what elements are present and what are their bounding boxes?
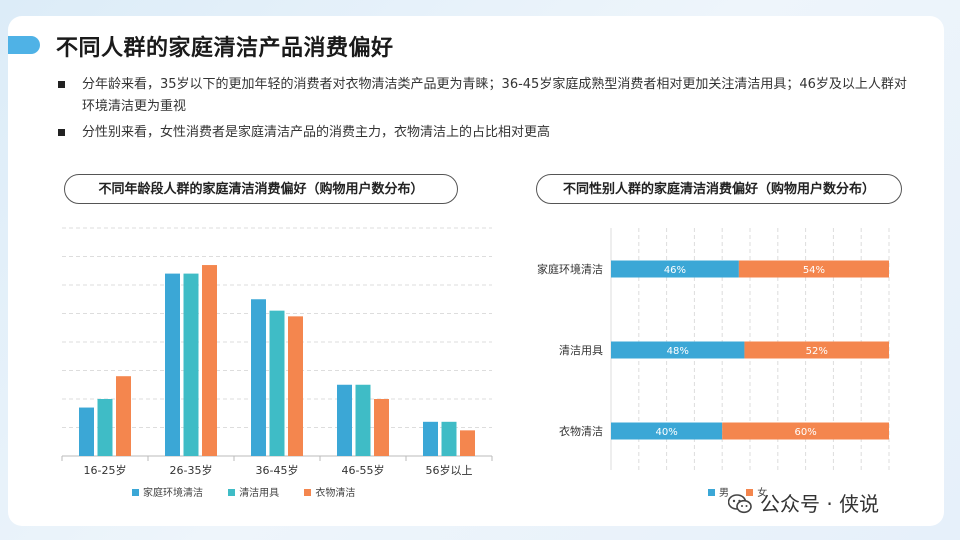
legend-swatch	[228, 489, 236, 496]
title-accent-bar	[8, 36, 40, 54]
legend-label: 清洁用具	[239, 488, 280, 499]
legend-item: 男	[708, 484, 729, 499]
bullet-text: 分年龄来看，35岁以下的更加年轻的消费者对衣物清洁类产品更为青睐；36-45岁家…	[82, 77, 907, 114]
legend-item: 家庭环境清洁	[132, 484, 203, 499]
watermark: 公众号 · 侠说	[728, 488, 879, 517]
x-tick-label: 56岁以上	[426, 463, 473, 477]
age-chart-title: 不同年龄段人群的家庭清洁消费偏好（购物用户数分布）	[64, 174, 458, 204]
stacked-bar-segment	[611, 422, 723, 440]
bar	[116, 376, 131, 456]
legend-swatch	[132, 489, 139, 496]
x-tick-label: 46-55岁	[342, 463, 385, 477]
bar	[165, 273, 180, 456]
bar	[97, 399, 113, 456]
legend-swatch	[304, 489, 312, 496]
data-label: 40%	[655, 427, 677, 438]
bar	[460, 430, 475, 456]
bar	[251, 299, 266, 456]
bar	[441, 421, 457, 456]
watermark-text: 公众号 · 侠说	[760, 492, 880, 516]
legend-label: 衣物清洁	[315, 488, 356, 499]
legend-label: 家庭环境清洁	[143, 488, 203, 499]
bar	[374, 399, 389, 456]
bullet-list: 分年龄来看，35岁以下的更加年轻的消费者对衣物清洁类产品更为青睐；36-45岁家…	[56, 74, 916, 148]
legend-swatch	[746, 489, 754, 496]
bar	[79, 407, 94, 456]
bar	[355, 384, 371, 456]
data-label: 60%	[794, 427, 816, 438]
legend-item: 衣物清洁	[304, 484, 355, 499]
bar	[202, 265, 217, 456]
page-title: 不同人群的家庭清洁产品消费偏好	[56, 36, 394, 61]
bar	[423, 421, 438, 456]
stacked-bar-segment	[611, 341, 745, 359]
bullet-square-icon	[58, 129, 65, 136]
stacked-bar-segment	[744, 341, 889, 359]
data-label: 52%	[806, 346, 828, 357]
gender-chart-legend: 男 女	[708, 484, 789, 499]
bar	[183, 273, 199, 456]
x-tick-label: 16-25岁	[84, 463, 127, 477]
stacked-bar-segment	[722, 422, 889, 440]
y-category-label: 衣物清洁	[559, 424, 603, 438]
y-category-label: 家庭环境清洁	[537, 262, 603, 276]
legend-swatch	[708, 489, 715, 496]
bar	[288, 316, 303, 456]
x-tick-label: 36-45岁	[256, 463, 299, 477]
data-label: 54%	[803, 265, 825, 276]
data-label: 46%	[664, 265, 686, 276]
x-tick-label: 26-35岁	[170, 463, 213, 477]
bar	[337, 384, 352, 456]
stacked-bar-segment	[738, 260, 889, 278]
legend-item: 清洁用具	[228, 484, 279, 499]
legend-label: 男	[719, 488, 729, 499]
wechat-icon	[728, 494, 752, 514]
data-label: 48%	[667, 346, 689, 357]
gender-chart-title: 不同性别人群的家庭清洁消费偏好（购物用户数分布）	[536, 174, 902, 204]
legend-item: 女	[746, 484, 767, 499]
legend-label: 女	[757, 488, 768, 499]
bullet-square-icon	[58, 81, 65, 88]
bar	[269, 310, 285, 456]
bullet-item-age: 分年龄来看，35岁以下的更加年轻的消费者对衣物清洁类产品更为青睐；36-45岁家…	[56, 74, 916, 118]
age-chart-legend: 家庭环境清洁 清洁用具 衣物清洁	[132, 484, 377, 499]
stacked-bar-segment	[611, 260, 739, 278]
bullet-text: 分性别来看，女性消费者是家庭清洁产品的消费主力，衣物清洁上的占比相对更高	[82, 125, 551, 140]
bullet-item-gender: 分性别来看，女性消费者是家庭清洁产品的消费主力，衣物清洁上的占比相对更高	[56, 122, 916, 144]
y-category-label: 清洁用具	[559, 344, 603, 357]
